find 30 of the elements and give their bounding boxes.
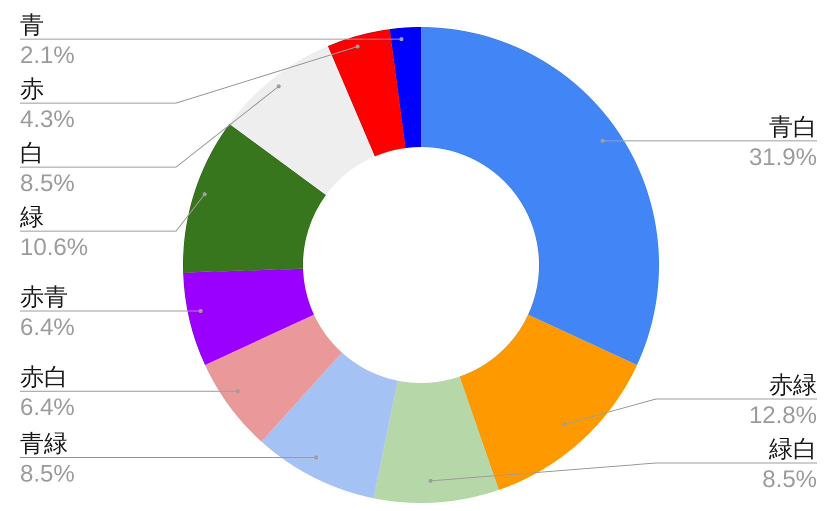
donut-slice — [261, 352, 398, 498]
data-label: 31.9% — [748, 144, 817, 171]
donut-slice — [183, 268, 314, 365]
donut-slice — [421, 27, 659, 365]
slice-label: 青白 — [769, 114, 817, 141]
data-label: 8.5% — [20, 170, 75, 198]
slice-label: 赤緑 — [769, 372, 817, 399]
data-label: 8.5% — [20, 460, 75, 488]
donut-slice — [183, 124, 326, 272]
slice-label: 緑 — [19, 204, 44, 232]
slice-label: 赤 — [20, 76, 44, 104]
donut-slice — [460, 314, 637, 490]
data-label: 2.1% — [20, 42, 75, 70]
donut-slice — [373, 376, 499, 503]
data-label: 8.5% — [762, 466, 817, 493]
data-label: 6.4% — [20, 394, 75, 422]
slice-label: 青緑 — [20, 430, 68, 458]
donut-slice — [229, 46, 375, 196]
slice-label: 緑白 — [768, 436, 817, 463]
data-label: 6.4% — [20, 314, 75, 341]
slice-label: 青 — [20, 12, 44, 40]
data-label: 10.6% — [20, 234, 88, 262]
slice-label: 赤白 — [20, 364, 68, 392]
slice-label: 赤青 — [20, 284, 68, 311]
data-label: 4.3% — [20, 106, 75, 134]
donut-slice — [205, 314, 342, 442]
donut-slice — [390, 27, 421, 148]
slice-label: 白 — [20, 140, 44, 168]
data-label: 12.8% — [748, 402, 817, 429]
donut-slice — [328, 29, 406, 156]
